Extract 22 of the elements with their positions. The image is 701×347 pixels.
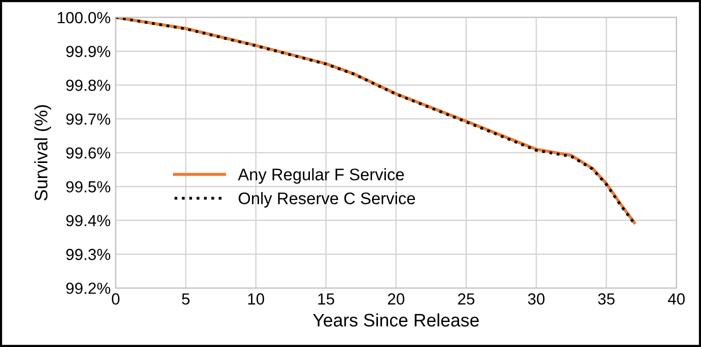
x-tick-label: 10 [248, 293, 264, 305]
y-tick-label: 99.9% [66, 46, 110, 58]
x-tick-label: 20 [388, 293, 404, 305]
y-axis-title: Survival (%) [34, 105, 52, 201]
y-tick-label: 99.2% [66, 282, 110, 294]
x-tick-label: 30 [528, 293, 545, 305]
legend-label: Only Reserve C Service [238, 192, 415, 208]
y-tick-label: 99.8% [66, 80, 110, 91]
x-tick-label: 40 [668, 293, 685, 305]
x-axis-title: Years Since Release [312, 313, 479, 327]
y-tick-label: 99.4% [66, 214, 110, 226]
legend-label: Any Regular F Service [238, 168, 404, 184]
x-tick-label: 25 [458, 293, 474, 305]
y-tick-label: 99.7% [66, 113, 110, 125]
y-tick-label: 99.3% [66, 248, 110, 260]
y-tick-label: 99.5% [66, 181, 110, 192]
y-tick-label: 100.0% [58, 12, 110, 24]
x-tick-label: 0 [112, 293, 120, 305]
x-tick-label: 35 [598, 293, 615, 305]
x-tick-label: 5 [182, 293, 190, 305]
x-tick-label: 15 [318, 293, 334, 305]
y-tick-label: 99.6% [66, 147, 110, 159]
